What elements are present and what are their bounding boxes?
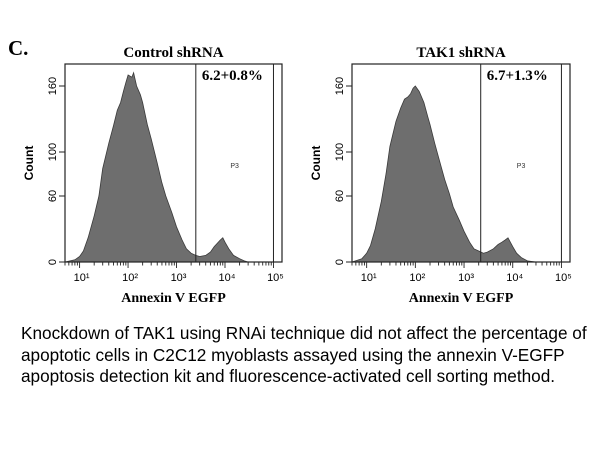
figure-caption: Knockdown of TAK1 using RNAi technique d…	[21, 323, 587, 386]
y-tick-label: 0	[334, 259, 346, 265]
x-tick-label: 10⁵	[267, 272, 284, 284]
gate-percentage: 6.7+1.3%	[487, 68, 548, 84]
y-tick-label: 60	[334, 190, 346, 202]
histogram-area	[351, 85, 537, 263]
chart-title: TAK1 shRNA	[416, 45, 505, 61]
chart-title: Control shRNA	[123, 45, 223, 61]
x-tick-label: 10³	[171, 272, 187, 284]
y-tick-label: 160	[47, 77, 59, 95]
gate-percentage: 6.2+0.8%	[202, 68, 263, 84]
y-tick-label: 60	[47, 190, 59, 202]
panel-letter: C.	[8, 36, 28, 60]
x-tick-label: 10⁴	[506, 272, 523, 284]
x-tick-label: 10²	[122, 272, 138, 284]
x-tick-label: 10³	[458, 272, 474, 284]
x-tick-label: 10¹	[361, 272, 377, 284]
chart-2: TAK1 shRNA 6.7+1.3% P3 0 60 100 160 Count 10¹ 10²…	[309, 45, 572, 306]
y-axis-label: Count	[22, 146, 36, 181]
gate-p3	[195, 63, 274, 263]
x-axis-label: Annexin V EGFP	[409, 291, 514, 306]
gate-label: P3	[230, 163, 239, 170]
x-tick-label: 10²	[409, 272, 425, 284]
histogram-area	[64, 71, 255, 263]
y-tick-label: 100	[334, 143, 346, 161]
y-tick-label: 0	[47, 259, 59, 265]
gate-label: P3	[517, 163, 526, 170]
figure-canvas: C. Control shRNA 6.2+0.8% P3 0 60 100 160 Count…	[8, 36, 572, 306]
x-axis-label: Annexin V EGFP	[121, 291, 226, 306]
y-tick-label: 160	[334, 77, 346, 95]
x-tick-label: 10⁵	[555, 272, 572, 284]
y-tick-label: 100	[47, 143, 59, 161]
plot-frame	[351, 63, 571, 263]
gate-p3	[480, 63, 562, 263]
x-tick-label: 10⁴	[219, 272, 236, 284]
plot-frame	[64, 63, 283, 263]
charts-group: Control shRNA 6.2+0.8% P3 0 60 100 160 Count 10¹…	[22, 45, 572, 306]
x-tick-label: 10¹	[74, 272, 90, 284]
chart-1: Control shRNA 6.2+0.8% P3 0 60 100 160 Count 10¹…	[22, 45, 284, 306]
y-axis-label: Count	[309, 146, 323, 181]
